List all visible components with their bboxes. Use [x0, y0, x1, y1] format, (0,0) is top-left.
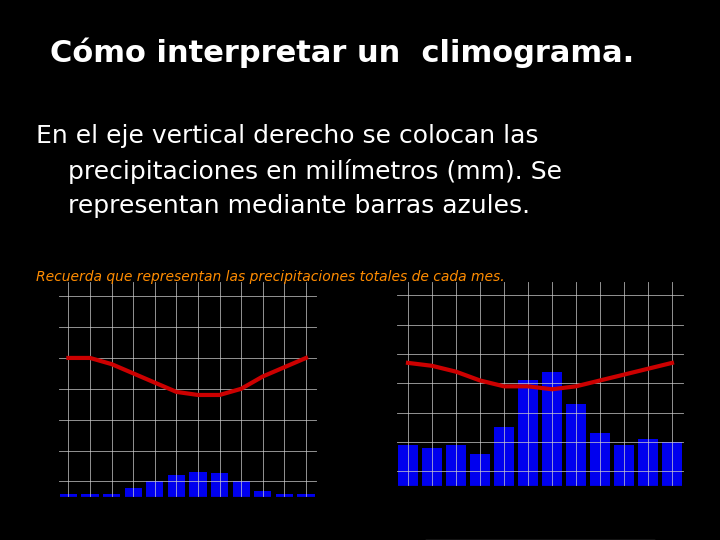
Bar	[146, 481, 163, 497]
Text: representan mediante barras azules.: representan mediante barras azules.	[36, 194, 530, 218]
Bar	[662, 442, 682, 486]
Title: Concepción, Chile
36°46'22''S., 73°03'47''O.
12 m.s.n.m: Concepción, Chile 36°46'22''S., 73°03'47…	[476, 248, 604, 279]
Bar	[297, 494, 315, 497]
Bar	[398, 445, 418, 486]
Text: precipitaciones en milímetros (mm). Se: precipitaciones en milímetros (mm). Se	[36, 159, 562, 184]
Bar	[125, 488, 142, 497]
Bar	[211, 474, 228, 497]
Bar	[518, 381, 538, 486]
Bar	[567, 404, 585, 486]
Bar	[276, 494, 293, 497]
Y-axis label: mm: mm	[715, 374, 720, 393]
Bar	[614, 445, 634, 486]
Y-axis label: °C: °C	[14, 383, 24, 395]
Bar	[542, 372, 562, 486]
Bar	[103, 494, 120, 497]
Text: En el eje vertical derecho se colocan las: En el eje vertical derecho se colocan la…	[36, 124, 539, 148]
Text: Cómo interpretar un  climograma.: Cómo interpretar un climograma.	[50, 38, 634, 68]
Y-axis label: mm: mm	[348, 379, 358, 399]
Text: Recuerda que representan las precipitaciones totales de cada mes.: Recuerda que representan las precipitaci…	[36, 270, 505, 284]
Bar	[233, 481, 250, 497]
Bar	[590, 433, 610, 486]
Bar	[81, 494, 99, 497]
Bar	[168, 475, 185, 497]
Bar	[60, 494, 77, 497]
Bar	[189, 472, 207, 497]
Bar	[639, 439, 657, 486]
X-axis label: M E S E S: M E S E S	[517, 511, 563, 521]
Bar	[254, 491, 271, 497]
Bar	[423, 448, 441, 486]
Bar	[495, 427, 513, 486]
Bar	[446, 445, 466, 486]
Y-axis label: °C: °C	[353, 377, 363, 389]
Bar	[470, 454, 490, 486]
